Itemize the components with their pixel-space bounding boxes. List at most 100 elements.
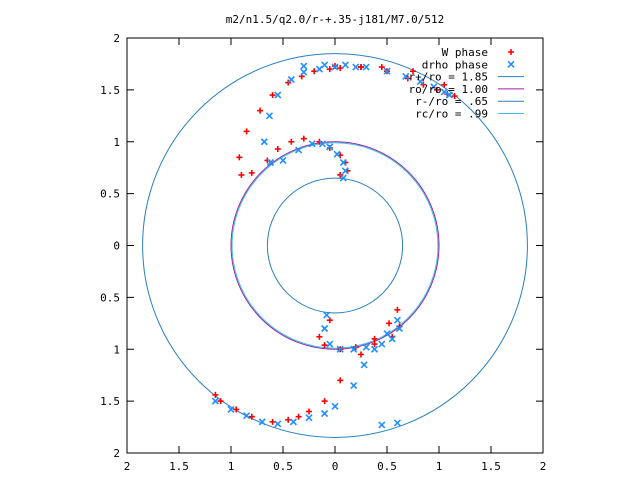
w-phase-point: [321, 342, 328, 349]
drho-phase-point: [350, 381, 358, 390]
w-phase-point: [295, 413, 302, 420]
y-tick-label: 2: [113, 447, 120, 460]
w-phase-point: [358, 351, 364, 358]
drho-phase-point: [445, 91, 453, 99]
circle-mark: [266, 177, 404, 314]
w-phase-point: [285, 79, 292, 86]
w-phase-point: [257, 107, 264, 114]
drho-phase-point: [326, 340, 334, 348]
drho-phase-point: [274, 420, 282, 428]
w-phase-point: [326, 317, 333, 324]
y-tick-label: 1.5: [100, 84, 120, 97]
x-tick-label: 0.5: [377, 460, 397, 473]
w-phase-point: [212, 391, 219, 398]
y-tick-label: 0.5: [100, 188, 120, 201]
drho-phase-point: [416, 78, 424, 86]
drho-phase-point: [336, 345, 344, 353]
w-phase-point: [371, 335, 378, 342]
drho-phase-point: [318, 140, 327, 148]
drho-phase-point: [331, 63, 339, 71]
drho-phase-point: [243, 412, 251, 420]
w-phase-point: [321, 398, 328, 405]
axes: 2 1.5 1 0.5 0 0.5 1 1.5 221.510.500.511.52: [100, 32, 546, 473]
drho-phase-point: [378, 421, 386, 429]
y-tick-label: 2: [113, 32, 120, 45]
drho-phase-point: [378, 340, 386, 348]
legend-marker: [507, 60, 515, 68]
w-phase-point: [274, 146, 281, 153]
y-tick-label: 1: [113, 136, 120, 149]
chart-title: m2/n1.5/q2.0/r-+.35-j181/M7.0/512: [226, 13, 445, 26]
drho-phase-point: [321, 324, 329, 333]
legend-label: rc/ro = .99: [415, 108, 488, 121]
w-phase-point: [306, 408, 312, 415]
drho-phase-point: [260, 138, 268, 146]
w-phase-point: [243, 128, 250, 135]
drho-phase-point: [265, 112, 274, 120]
drho-phase-point: [308, 140, 316, 148]
w-phase-point: [451, 93, 458, 100]
circle-mark: [230, 141, 440, 350]
drho-phase-point: [350, 345, 358, 353]
x-tick-label: 1.5: [481, 460, 501, 473]
legend-label: drho phase: [422, 58, 488, 71]
y-tick-label: 0: [113, 240, 120, 253]
w-phase-point: [337, 377, 344, 384]
drho-phase-point: [287, 75, 295, 84]
drho-phase-point: [274, 91, 282, 99]
w-phase-point: [371, 341, 378, 348]
y-tick-label: 1: [113, 343, 120, 356]
circle-mark: [231, 142, 439, 349]
w-phase-point: [236, 154, 243, 161]
w-phase-point: [217, 398, 224, 405]
w-phase-point: [410, 68, 416, 75]
drho-phase-point: [295, 146, 303, 154]
w-phase-point: [248, 169, 255, 176]
drho-phase-point: [258, 418, 266, 426]
drho-phase-point: [402, 72, 410, 80]
x-tick-label: 1: [436, 460, 443, 473]
drho-phase-point: [305, 414, 313, 422]
drho-phase-point: [388, 335, 396, 343]
drho-phase-point: [266, 158, 275, 167]
w-phase-point: [300, 135, 307, 142]
w-phase-point: [337, 65, 344, 72]
drho-phase-point: [315, 65, 323, 73]
drho-phase-point: [383, 330, 391, 338]
drho-phase-point: [383, 67, 391, 75]
legend-marker: [508, 49, 514, 55]
drho-phase-point: [370, 345, 379, 353]
drho-phase-point: [326, 143, 334, 151]
drho-phase-point: [211, 397, 219, 405]
legend-label: r-/ro = .65: [415, 95, 488, 108]
y-tick-label: 1.5: [100, 395, 120, 408]
drho-phase-point: [341, 61, 349, 69]
w-phase-point: [433, 86, 440, 93]
drho-phase-point: [339, 158, 347, 167]
drho-phase-point: [333, 150, 341, 158]
w-phase-point: [394, 306, 401, 313]
x-tick-label: 1.5: [169, 460, 189, 473]
point-series: [211, 61, 458, 429]
x-tick-label: 2: [124, 460, 131, 473]
x-tick-label: 0.5: [273, 460, 293, 473]
legend-label: r+/ro = 1.85: [409, 71, 488, 84]
drho-phase-point: [331, 402, 339, 410]
drho-phase-point: [362, 343, 370, 351]
w-phase-point: [269, 92, 276, 99]
w-phase-point: [233, 406, 240, 413]
w-phase-point: [248, 413, 255, 420]
w-phase-point: [337, 171, 344, 178]
drho-phase-point: [393, 316, 401, 324]
drho-phase-point: [321, 410, 329, 418]
drho-phase-point: [323, 311, 331, 319]
drho-phase-point: [300, 62, 308, 70]
drho-phase-point: [279, 156, 287, 164]
legend-label: W phase: [442, 46, 488, 59]
drho-phase-point: [339, 174, 347, 182]
drho-phase-point: [360, 361, 368, 369]
drho-phase-point: [352, 63, 360, 71]
x-tick-label: 0: [332, 460, 339, 473]
